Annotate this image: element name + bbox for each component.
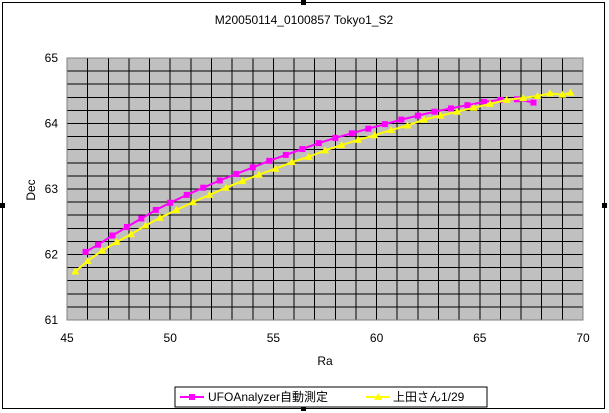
data-point-triangle xyxy=(321,146,329,154)
data-point-square xyxy=(167,199,174,206)
data-point-square xyxy=(183,191,190,198)
data-point-square xyxy=(282,151,289,158)
data-point-triangle xyxy=(188,198,197,206)
data-point-triangle xyxy=(172,205,181,213)
data-point-triangle xyxy=(304,152,313,160)
legend-label-ufoanalyzer: UFOAnalyzer自動測定 xyxy=(208,389,328,404)
x-tick-label: 65 xyxy=(473,331,487,345)
legend-box xyxy=(174,386,488,408)
data-point-triangle xyxy=(337,141,346,149)
y-tick-label: 65 xyxy=(45,51,59,65)
series-1 xyxy=(71,88,575,275)
y-axis-tick-labels: 61 62 63 64 65 xyxy=(45,51,59,327)
data-point-triangle xyxy=(566,88,575,96)
legend-item-ueda: 上田さん1/29 xyxy=(366,390,465,404)
data-point-square xyxy=(464,102,471,109)
data-point-square xyxy=(414,112,421,119)
data-point-square xyxy=(365,125,372,132)
x-tick-label: 70 xyxy=(576,331,590,345)
y-axis-label: Dec xyxy=(24,179,38,200)
y-tick-label: 62 xyxy=(45,248,59,262)
data-point-triangle xyxy=(126,230,135,238)
resize-handle-top-center[interactable] xyxy=(301,0,306,5)
data-point-triangle xyxy=(420,115,429,123)
data-point-square xyxy=(82,248,89,255)
data-point-square xyxy=(249,164,256,171)
data-point-square xyxy=(530,99,537,106)
data-point-triangle xyxy=(558,90,567,98)
data-point-triangle xyxy=(469,103,478,111)
data-point-triangle xyxy=(354,135,363,143)
data-point-triangle xyxy=(205,190,214,198)
data-point-square xyxy=(332,134,339,141)
legend-marker-triangle xyxy=(374,393,382,400)
legend-item-ufoanalyzer: UFOAnalyzer自動測定 xyxy=(180,389,328,404)
data-point-triangle xyxy=(453,107,462,115)
data-point-square xyxy=(216,177,223,184)
data-point-triangle xyxy=(238,177,247,185)
plot-border xyxy=(66,57,584,321)
data-point-square xyxy=(299,146,306,153)
data-point-triangle xyxy=(254,170,263,178)
data-point-triangle xyxy=(98,246,107,254)
data-point-triangle xyxy=(533,91,542,99)
data-point-square xyxy=(398,116,405,123)
data-point-square xyxy=(431,108,438,115)
data-point-square xyxy=(266,157,273,164)
series-0 xyxy=(82,96,537,255)
data-point-square xyxy=(447,105,454,112)
data-point-triangle xyxy=(403,121,412,129)
data-point-square xyxy=(381,121,388,128)
data-point-triangle xyxy=(271,164,280,172)
x-axis-tick-labels: 45 50 55 60 65 70 xyxy=(60,331,590,345)
x-tick-label: 50 xyxy=(164,331,178,345)
y-tick-label: 63 xyxy=(45,182,59,196)
x-tick-label: 45 xyxy=(60,331,74,345)
data-point-square xyxy=(123,223,130,230)
y-tick-label: 64 xyxy=(45,117,59,131)
data-point-triangle xyxy=(83,257,92,265)
legend: UFOAnalyzer自動測定 上田さん1/29 xyxy=(174,386,488,408)
legend-label-ueda: 上田さん1/29 xyxy=(393,390,465,404)
x-tick-label: 60 xyxy=(370,331,384,345)
data-point-square xyxy=(200,184,207,191)
data-point-triangle xyxy=(287,158,296,166)
data-point-triangle xyxy=(545,89,554,97)
x-tick-label: 55 xyxy=(267,331,281,345)
data-point-square xyxy=(138,215,145,222)
resize-handle-bottom-center[interactable] xyxy=(301,406,306,411)
data-point-triangle xyxy=(141,221,150,229)
data-point-square xyxy=(497,96,504,103)
data-point-triangle xyxy=(502,95,511,103)
x-axis-label: Ra xyxy=(317,354,333,368)
data-point-triangle xyxy=(155,213,164,221)
plot-area xyxy=(66,57,584,321)
data-point-square xyxy=(348,130,355,137)
data-point-square xyxy=(480,98,487,105)
legend-marker-square xyxy=(189,394,195,400)
data-point-square xyxy=(109,232,116,239)
data-point-square xyxy=(315,140,322,147)
data-point-triangle xyxy=(387,126,396,134)
resize-handle-right-middle[interactable] xyxy=(602,203,607,208)
y-tick-label: 61 xyxy=(45,313,59,327)
data-point-triangle xyxy=(519,93,528,101)
data-point-triangle xyxy=(112,238,121,246)
data-point-square xyxy=(233,170,240,177)
data-point-triangle xyxy=(486,99,495,107)
data-point-square xyxy=(94,241,101,248)
chart-title: M20050114_0100857 Tokyo1_S2 xyxy=(215,13,394,27)
resize-handle-left-middle[interactable] xyxy=(0,203,5,208)
data-point-triangle xyxy=(71,267,80,275)
data-point-triangle xyxy=(221,183,230,191)
data-point-triangle xyxy=(370,131,379,139)
data-point-square xyxy=(152,206,159,213)
data-point-triangle xyxy=(436,111,445,119)
